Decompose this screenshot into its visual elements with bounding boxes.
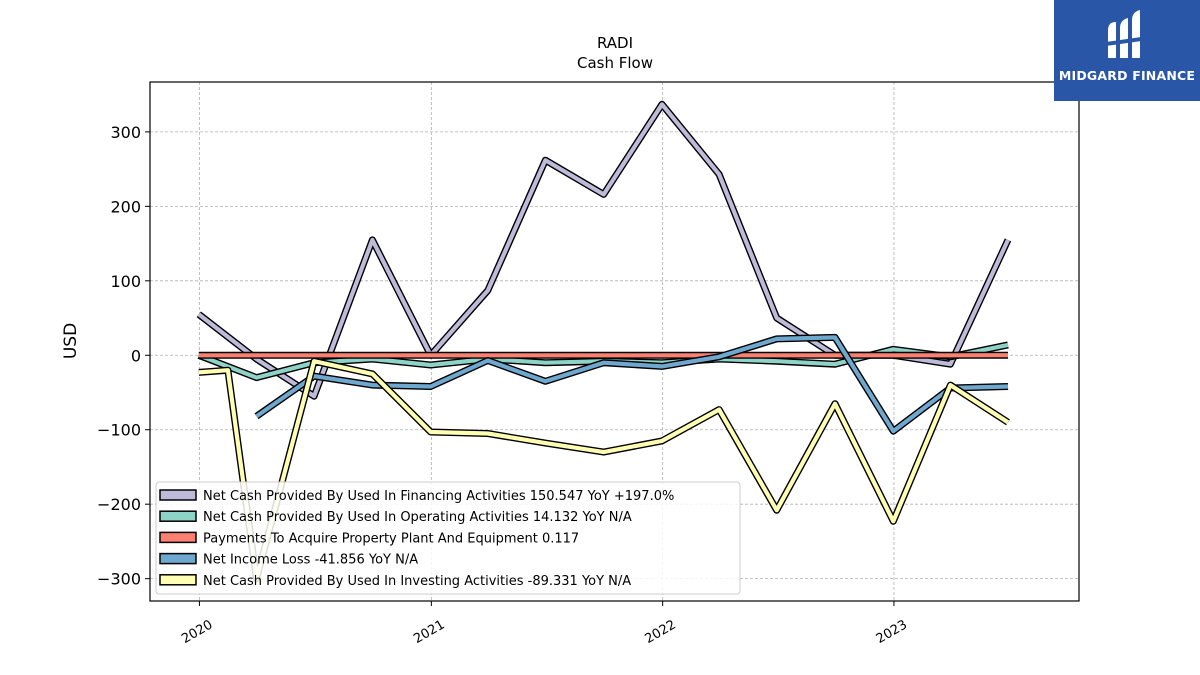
plot-frame: [149, 81, 1080, 602]
midgard-logo-icon: [1106, 10, 1148, 58]
y-tick-label: 300: [110, 123, 141, 142]
legend-swatch: [159, 531, 197, 544]
y-axis-ticks: 300 200 100 0 −100 −200 −300: [97, 123, 150, 589]
y-tick-label: −100: [97, 421, 141, 440]
y-tick-label: 100: [110, 272, 141, 291]
legend-swatch: [159, 574, 197, 586]
y-tick-label: 0: [131, 346, 141, 365]
legend-label: Payments To Acquire Property Plant And E…: [203, 531, 579, 546]
legend-swatch: [159, 489, 197, 501]
y-axis-label: USD: [61, 323, 81, 359]
x-tick-label: 2023: [874, 617, 910, 647]
x-axis-ticks: 2020 2021 2022 2023: [179, 601, 910, 647]
legend-label: Net Cash Provided By Used In Investing A…: [203, 574, 631, 589]
x-tick-label: 2020: [179, 617, 215, 647]
chart-subtitle: Cash Flow: [577, 54, 653, 72]
y-tick-label: 200: [110, 197, 141, 216]
series-stroke: [198, 359, 1010, 581]
legend-swatch: [159, 552, 197, 565]
series-layer: [196, 100, 1012, 583]
legend: Net Cash Provided By Used In Financing A…: [155, 481, 741, 595]
brand-logo: MIDGARD FINANCE: [1054, 0, 1200, 101]
brand-name: MIDGARD FINANCE: [1058, 68, 1196, 83]
legend-label: Net Cash Provided By Used In Operating A…: [203, 510, 632, 525]
y-tick-label: −300: [97, 570, 141, 589]
chart-title: RADI: [597, 34, 633, 52]
legend-label: Net Income Loss -41.856 YoY N/A: [203, 553, 418, 568]
series-line-5: [198, 357, 1010, 583]
y-tick-label: −200: [97, 495, 141, 514]
legend-swatch: [159, 510, 197, 522]
legend-label: Net Cash Provided By Used In Financing A…: [203, 489, 674, 504]
x-tick-label: 2021: [411, 617, 447, 647]
x-tick-label: 2022: [643, 617, 679, 647]
legend-box: [155, 481, 741, 595]
